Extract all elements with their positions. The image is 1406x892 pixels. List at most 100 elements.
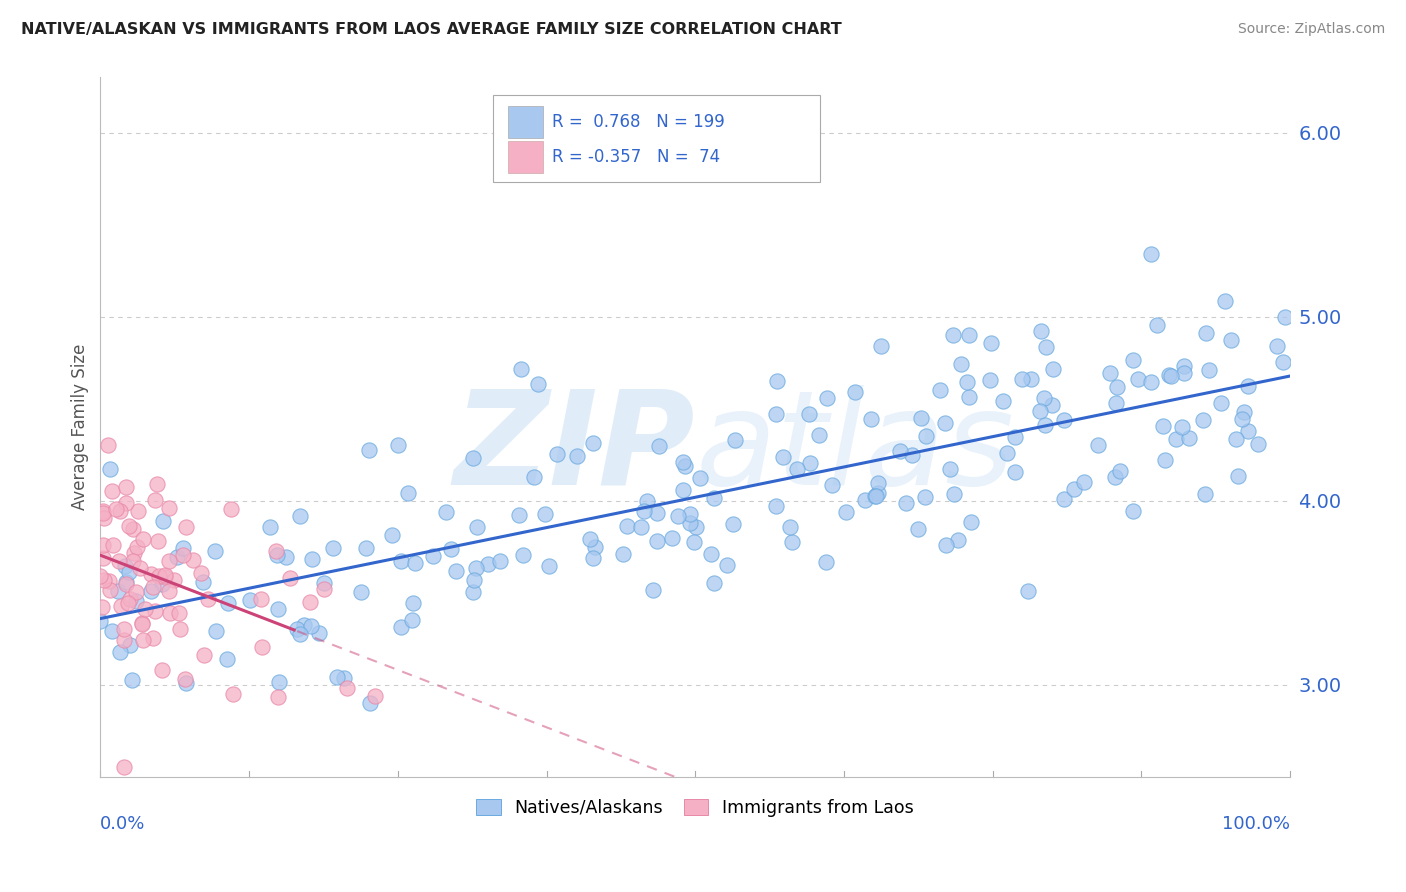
Point — [464, 561, 486, 575]
Point — [942, 327, 965, 342]
Point — [583, 540, 606, 554]
Point — [91, 550, 114, 565]
Point — [169, 622, 191, 636]
Point — [859, 411, 882, 425]
Point — [132, 632, 155, 647]
Point — [1087, 438, 1109, 452]
Point — [526, 377, 548, 392]
Point — [112, 760, 135, 774]
Point — [582, 551, 605, 566]
Point — [1139, 375, 1161, 389]
Y-axis label: Average Family Size: Average Family Size — [72, 343, 89, 510]
Point — [122, 522, 145, 536]
Point — [308, 625, 330, 640]
Point — [956, 375, 979, 389]
Point — [934, 416, 956, 430]
Point — [301, 552, 323, 566]
Point — [91, 506, 114, 520]
Text: Source: ZipAtlas.com: Source: ZipAtlas.com — [1237, 22, 1385, 37]
Point — [117, 565, 139, 579]
Point — [682, 534, 704, 549]
Point — [389, 554, 412, 568]
Text: 100.0%: 100.0% — [1222, 815, 1291, 833]
Point — [1122, 353, 1144, 368]
Point — [1173, 366, 1195, 380]
Point — [1053, 413, 1076, 427]
Point — [389, 620, 412, 634]
Point — [107, 584, 129, 599]
Point — [159, 607, 181, 621]
Point — [131, 616, 153, 631]
Point — [157, 554, 180, 568]
Point — [1028, 403, 1050, 417]
Point — [1140, 246, 1163, 260]
Point — [914, 490, 936, 504]
Point — [146, 534, 169, 549]
Point — [172, 541, 194, 556]
Point — [866, 476, 889, 491]
Point — [1122, 504, 1144, 518]
Point — [117, 597, 139, 611]
Point — [404, 557, 426, 571]
Point — [647, 439, 669, 453]
Point — [647, 506, 669, 520]
Point — [153, 570, 176, 584]
Point — [853, 492, 876, 507]
Point — [939, 462, 962, 476]
Point — [267, 690, 290, 704]
Point — [463, 573, 485, 587]
Point — [1040, 398, 1063, 412]
Point — [799, 456, 821, 470]
Point — [104, 502, 127, 516]
Point — [1198, 362, 1220, 376]
Point — [894, 496, 917, 510]
Point — [1237, 424, 1260, 438]
Point — [259, 520, 281, 534]
Point — [724, 433, 747, 447]
Point — [578, 532, 600, 546]
Point — [797, 407, 820, 421]
Point — [115, 577, 138, 591]
Point — [765, 374, 787, 388]
Point — [356, 541, 378, 555]
Point — [215, 651, 238, 665]
Point — [274, 549, 297, 564]
Point — [89, 569, 111, 583]
Point — [679, 516, 702, 531]
Point — [152, 514, 174, 528]
Point — [1105, 380, 1128, 394]
Point — [1042, 361, 1064, 376]
Point — [112, 633, 135, 648]
Point — [844, 385, 866, 400]
Point — [1164, 432, 1187, 446]
Point — [1194, 487, 1216, 501]
Point — [264, 543, 287, 558]
Point — [150, 663, 173, 677]
Point — [765, 499, 787, 513]
Point — [299, 619, 322, 633]
Point — [477, 557, 499, 571]
Point — [249, 592, 271, 607]
Point — [772, 450, 794, 465]
Point — [1063, 483, 1085, 497]
Point — [915, 429, 938, 443]
Point — [115, 574, 138, 589]
Point — [1004, 430, 1026, 444]
Point — [1004, 465, 1026, 479]
Point — [835, 505, 858, 519]
Point — [350, 584, 373, 599]
Point — [381, 528, 404, 542]
Point — [89, 615, 111, 629]
Point — [292, 618, 315, 632]
Point — [703, 491, 725, 506]
Point — [661, 531, 683, 545]
Point — [191, 575, 214, 590]
Point — [157, 501, 180, 516]
Point — [222, 686, 245, 700]
Point — [108, 504, 131, 518]
Point — [1225, 432, 1247, 446]
Point — [336, 681, 359, 695]
Point — [98, 574, 121, 588]
Point — [148, 569, 170, 583]
Point — [139, 567, 162, 582]
